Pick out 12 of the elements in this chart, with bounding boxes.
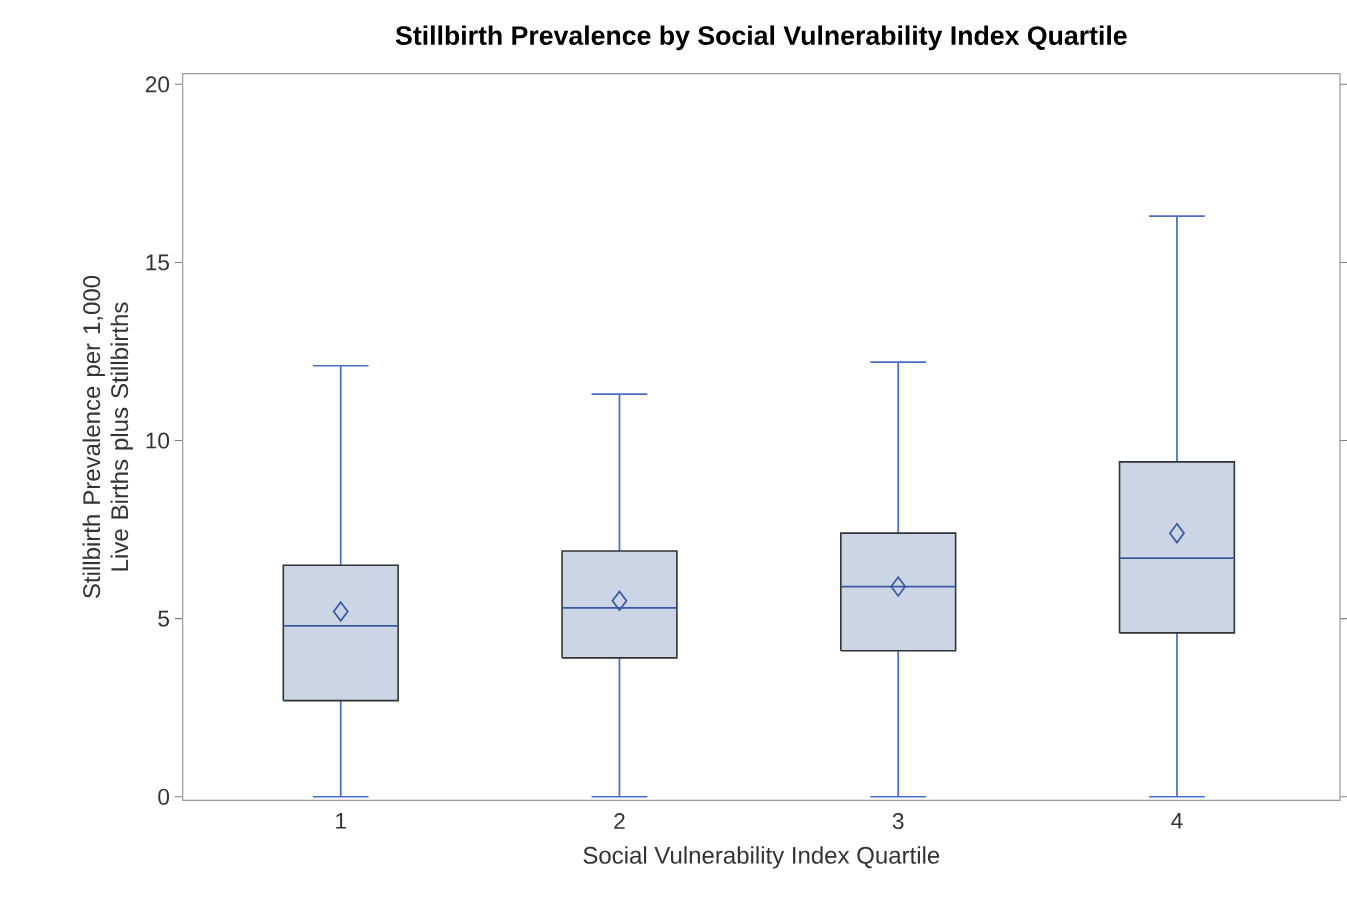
x-tick-label: 3 [892, 813, 904, 830]
y-tick-label: 5 [158, 610, 169, 627]
y-tick-label: 15 [146, 254, 169, 271]
x-axis-title: Social Vulnerability Index Quartile [583, 846, 940, 869]
y-axis-title: Stillbirth Prevalence per 1,000 Live Births plus Stillbirths [82, 275, 133, 598]
x-tick-label: 4 [1171, 813, 1183, 829]
y-tick-label: 20 [145, 76, 170, 93]
chart-title: Stillbirth Prevalence by Social Vulnerability Index Quartile [395, 25, 1127, 51]
x-tick-label: 2 [614, 813, 625, 829]
y-tick-label: 10 [146, 432, 170, 449]
y-tick-label: 0 [158, 788, 170, 805]
x-tick-label: 1 [336, 813, 346, 829]
